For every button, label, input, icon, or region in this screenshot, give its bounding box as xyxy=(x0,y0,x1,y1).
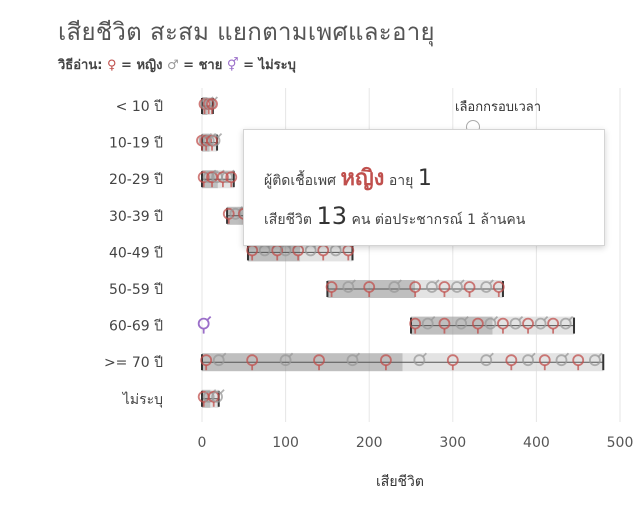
male-marker xyxy=(202,134,215,147)
unknown-marker-arrow xyxy=(206,315,212,321)
male-marker-arrow xyxy=(597,352,603,358)
male-marker xyxy=(202,390,215,403)
male-marker-arrow xyxy=(518,315,524,321)
y-category-label: 60-69 ปี xyxy=(109,319,163,335)
male-marker xyxy=(221,171,233,184)
y-category-label: 50-59 ปี xyxy=(109,282,163,298)
time-filter-label: เลือกกรอบเวลา xyxy=(455,100,542,115)
y-category-label: 30-39 ปี xyxy=(109,209,163,225)
male-marker xyxy=(413,354,426,367)
male-marker xyxy=(279,354,292,367)
male-marker-arrow xyxy=(564,352,570,358)
male-marker xyxy=(202,171,215,184)
tooltip: ผู้ติดเชื้อเพศ หญิง อายุ 1 เสียชีวิต 13 … xyxy=(243,129,605,246)
tooltip-deaths: 13 xyxy=(316,202,347,230)
legend-female-text: = หญิง xyxy=(121,58,163,73)
x-tick-label: 300 xyxy=(439,435,466,451)
y-category-label: 10-19 ปี xyxy=(109,136,163,152)
male-marker xyxy=(484,317,497,330)
male-marker-arrow xyxy=(568,315,574,321)
male-marker-arrow xyxy=(355,352,361,358)
male-marker xyxy=(480,281,493,293)
x-axis-label: เสียชีวิต xyxy=(376,474,424,490)
male-marker-arrow xyxy=(217,132,223,138)
x-tick-label: 0 xyxy=(198,435,207,451)
tooltip-deaths-suffix: คน ต่อประชากรณ์ 1 ล้านคน xyxy=(351,212,526,228)
male-marker xyxy=(208,134,221,147)
legend-prefix: วิธีอ่าน: xyxy=(58,58,103,73)
male-marker-arrow xyxy=(489,279,494,285)
y-category-label: >= 70 ปี xyxy=(104,355,163,371)
tooltip-sex-prefix: ผู้ติดเชื้อเพศ xyxy=(264,173,336,189)
male-marker-arrow xyxy=(543,315,549,321)
male-marker-arrow xyxy=(464,315,469,321)
legend-unknown-text: = ไม่ระบุ xyxy=(243,58,296,73)
male-marker xyxy=(589,354,601,367)
male-marker xyxy=(342,281,355,293)
x-tick-label: 500 xyxy=(607,435,634,451)
male-marker xyxy=(509,317,522,330)
male-marker-arrow xyxy=(430,315,436,321)
tooltip-deaths-prefix: เสียชีวิต xyxy=(264,212,312,228)
y-category-label: 20-29 ปี xyxy=(109,172,163,188)
x-axis-ticks: 0 100 200 300 400 500 xyxy=(198,435,634,451)
male-marker-arrow xyxy=(397,279,402,285)
male-marker-arrow xyxy=(221,352,227,358)
male-marker xyxy=(425,281,438,293)
male-marker-arrow xyxy=(219,389,225,394)
y-category-label: 40-49 ปี xyxy=(109,245,163,261)
tooltip-age: 1 xyxy=(417,166,432,191)
unknown-symbol-icon: ⚥ xyxy=(226,58,239,73)
male-marker xyxy=(455,317,468,330)
male-marker xyxy=(451,281,463,293)
male-marker xyxy=(534,317,547,330)
male-marker-arrow xyxy=(434,279,440,285)
male-marker-arrow xyxy=(493,315,499,321)
y-axis-labels: < 10 ปี 10-19 ปี 20-29 ปี 30-39 ปี 40-49 ปี 5… xyxy=(104,99,163,408)
x-tick-label: 100 xyxy=(272,435,299,451)
x-tick-label: 200 xyxy=(356,435,383,451)
male-marker xyxy=(346,354,359,367)
male-marker-arrow xyxy=(238,206,244,211)
legend-subtitle: วิธีอ่าน: ♀ = หญิง ♂ = ชาย ⚥ = ไม่ระบุ xyxy=(58,54,296,75)
page-title: เสียชีวิต สะสม แยกตามเพศและอายุ xyxy=(58,18,435,46)
female-symbol-icon: ♀ xyxy=(106,58,117,73)
male-marker xyxy=(229,207,242,220)
male-marker-arrow xyxy=(489,352,494,358)
male-marker xyxy=(421,317,434,330)
y-category-label: < 10 ปี xyxy=(116,99,163,115)
tooltip-age-label: อายุ xyxy=(388,173,414,189)
y-category-label: ไม่ระบุ xyxy=(122,391,163,408)
male-marker xyxy=(388,281,401,293)
male-marker xyxy=(212,354,225,367)
male-marker xyxy=(211,390,223,403)
male-marker xyxy=(480,354,493,367)
male-marker xyxy=(555,354,568,367)
tooltip-sex: หญิง xyxy=(340,166,385,191)
male-marker-arrow xyxy=(351,279,356,285)
x-tick-label: 400 xyxy=(523,435,550,451)
male-symbol-icon: ♂ xyxy=(166,58,179,73)
tooltip-line1: ผู้ติดเชื้อเพศ หญิง อายุ 1 xyxy=(264,160,432,195)
male-marker-arrow xyxy=(422,352,427,358)
legend-male-text: = ชาย xyxy=(183,58,223,73)
tooltip-line2: เสียชีวิต 13 คน ต่อประชากรณ์ 1 ล้านคน xyxy=(264,202,525,231)
male-marker-arrow xyxy=(530,352,536,358)
male-marker-arrow xyxy=(288,352,294,358)
male-marker-arrow xyxy=(459,279,465,285)
male-marker xyxy=(559,317,572,330)
male-marker xyxy=(522,354,534,367)
